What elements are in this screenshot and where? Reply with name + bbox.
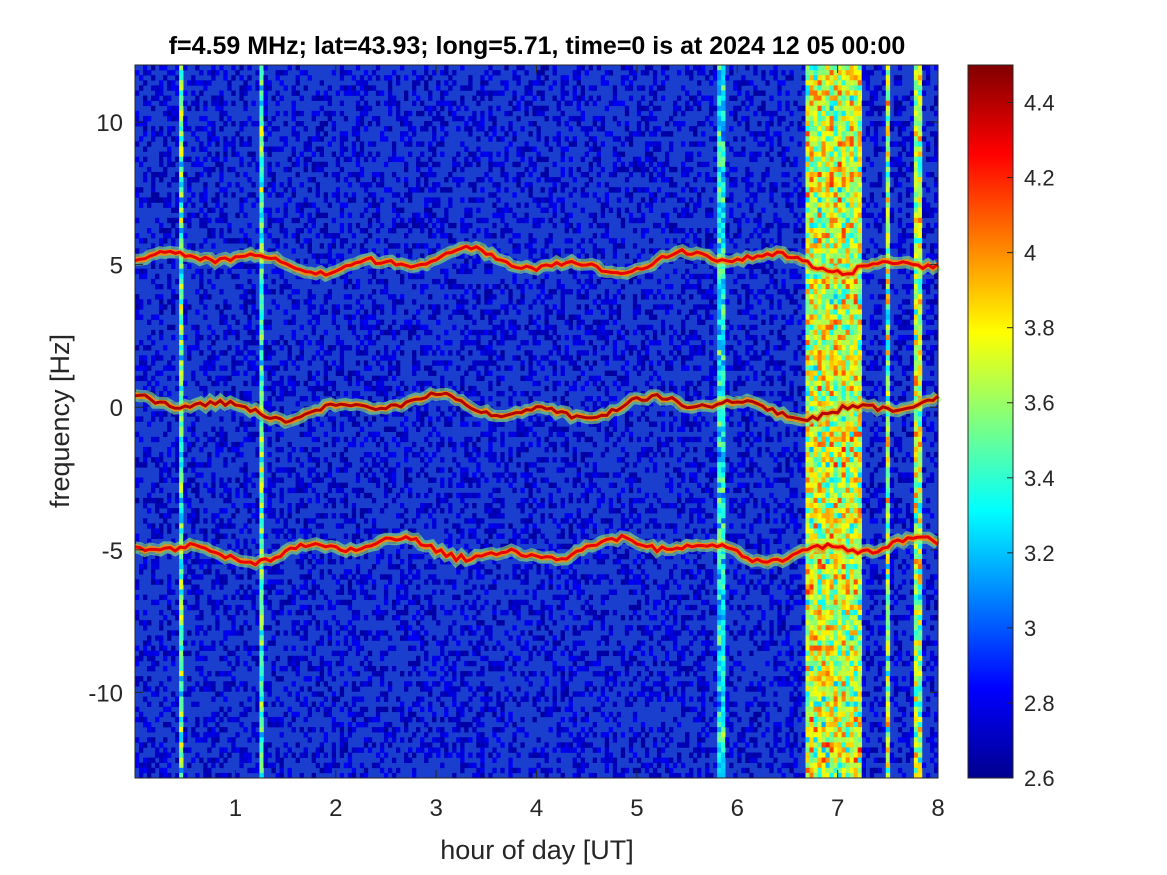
x-axis-label: hour of day [UT] [440, 835, 634, 865]
x-tick-label: 2 [329, 795, 342, 822]
x-tick-label: 8 [931, 795, 944, 822]
heatmap-layer [133, 65, 943, 779]
x-tick-label: 1 [229, 795, 242, 822]
heatmap-noise [135, 65, 939, 779]
colorbar-tick-label: 3.2 [1024, 541, 1055, 566]
colorbar-tick-label: 3.4 [1024, 466, 1055, 491]
y-tick-label: -5 [102, 538, 123, 565]
band-trace-2 [133, 529, 942, 571]
x-tick-label: 4 [530, 795, 543, 822]
y-tick-label: 5 [110, 253, 123, 280]
colorbar-tick-label: 3.8 [1024, 316, 1055, 341]
colorbar-tick-label: 3.6 [1024, 391, 1055, 416]
x-axis: 1 2 3 4 5 6 7 8 [229, 65, 945, 822]
x-tick-label: 5 [630, 795, 643, 822]
plot-area [133, 64, 943, 779]
colorbar-tick-label: 4.2 [1024, 166, 1055, 191]
colorbar-tick-label: 4.4 [1024, 91, 1055, 116]
x-tick-label: 7 [831, 795, 844, 822]
y-tick-label: 10 [96, 110, 123, 137]
y-axis-label: frequency [Hz] [45, 334, 75, 508]
colorbar-gradient [967, 64, 1014, 779]
band-trace-1 [133, 387, 943, 429]
colorbar-tick-label: 2.8 [1024, 691, 1055, 716]
y-tick-label: 0 [110, 395, 123, 422]
colorbar-tick-label: 4 [1024, 241, 1036, 266]
colorbar-ticks: 4.4 4.2 4 3.8 3.6 3.4 3.2 3 2.8 2.6 [1007, 91, 1055, 791]
x-tick-label: 3 [429, 795, 442, 822]
chart-title: f=4.59 MHz; lat=43.93; long=5.71, time=0… [169, 32, 906, 60]
colorbar-tick-label: 3 [1024, 616, 1036, 641]
band-trace-0 [134, 240, 942, 283]
y-axis: 10 5 0 -5 -10 [88, 110, 938, 707]
x-tick-label: 6 [731, 795, 744, 822]
colorbar: 4.4 4.2 4 3.8 3.6 3.4 3.2 3 2.8 2.6 [967, 64, 1055, 791]
colorbar-tick-label: 2.6 [1024, 766, 1055, 791]
y-tick-label: -10 [88, 680, 123, 707]
